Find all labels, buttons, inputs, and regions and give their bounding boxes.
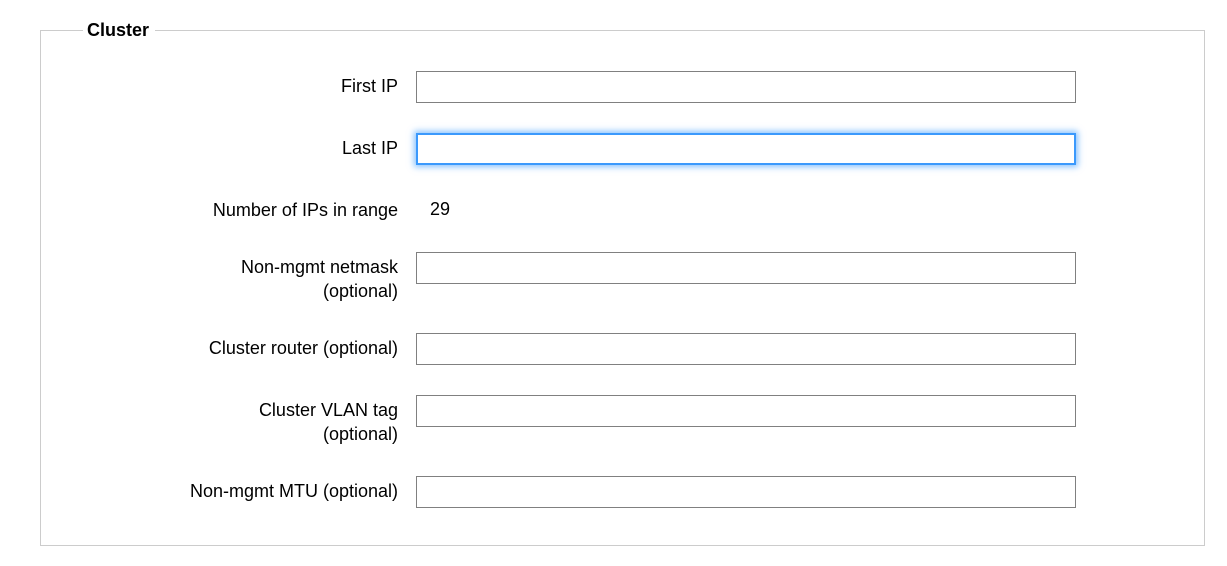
row-mtu: Non-mgmt MTU (optional) — [71, 476, 1174, 508]
cluster-fieldset: Cluster First IP Last IP Number of IPs i… — [40, 20, 1205, 546]
label-first-ip: First IP — [71, 71, 416, 98]
cluster-legend: Cluster — [83, 20, 155, 41]
input-vlan[interactable] — [416, 395, 1076, 427]
row-netmask: Non-mgmt netmask (optional) — [71, 252, 1174, 303]
row-last-ip: Last IP — [71, 133, 1174, 165]
label-mtu: Non-mgmt MTU (optional) — [71, 476, 416, 503]
input-netmask[interactable] — [416, 252, 1076, 284]
label-vlan: Cluster VLAN tag (optional) — [71, 395, 416, 446]
input-first-ip[interactable] — [416, 71, 1076, 103]
row-vlan: Cluster VLAN tag (optional) — [71, 395, 1174, 446]
row-router: Cluster router (optional) — [71, 333, 1174, 365]
row-first-ip: First IP — [71, 71, 1174, 103]
label-last-ip: Last IP — [71, 133, 416, 160]
label-router: Cluster router (optional) — [71, 333, 416, 360]
input-mtu[interactable] — [416, 476, 1076, 508]
label-netmask-l1: Non-mgmt netmask — [241, 257, 398, 277]
input-last-ip[interactable] — [416, 133, 1076, 165]
row-ip-count: Number of IPs in range 29 — [71, 195, 1174, 222]
input-router[interactable] — [416, 333, 1076, 365]
label-vlan-l1: Cluster VLAN tag — [259, 400, 398, 420]
label-vlan-l2: (optional) — [71, 423, 398, 446]
label-ip-count: Number of IPs in range — [71, 195, 416, 222]
label-netmask: Non-mgmt netmask (optional) — [71, 252, 416, 303]
label-netmask-l2: (optional) — [71, 280, 398, 303]
value-ip-count: 29 — [416, 195, 450, 220]
